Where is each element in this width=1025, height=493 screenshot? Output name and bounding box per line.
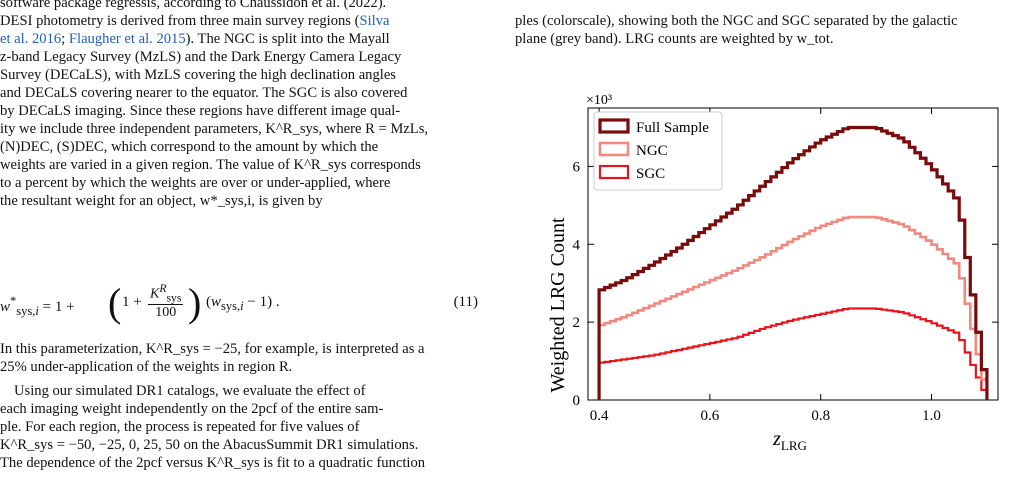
equation-11: w*sys,i = 1 + ( 1 + KRsys 100 ) (wsys,i … (0, 280, 478, 325)
y-axis-multiplier: ×10³ (586, 93, 612, 108)
text-line: DESI photometry is derived from three ma… (0, 13, 390, 29)
legend-swatch (598, 118, 630, 134)
series-full-sample (597, 125, 989, 400)
y-tick-label: 2 (573, 315, 581, 331)
citation-link[interactable]: et al. 2016 (0, 31, 62, 47)
equation-lhs: w*sys,i = 1 + (0, 294, 75, 318)
text-line: to a percent by which the weights are ov… (0, 175, 391, 191)
text-line: (N)DEC, (S)DEC, which correspond to the … (0, 139, 379, 155)
legend-label: NGC (636, 143, 668, 159)
text-line: by DECaLS imaging. Since these regions h… (0, 103, 401, 119)
x-tick-label: 0.8 (811, 408, 830, 424)
equation-number: (11) (453, 294, 478, 310)
text-line: ple. For each region, the process is rep… (0, 419, 360, 435)
y-axis-label: Weighted LRG Count (547, 217, 569, 392)
text-line: et al. 2016; Flaugher et al. 2015). The … (0, 31, 390, 47)
text-line: and DECaLS covering nearer to the equato… (0, 85, 408, 101)
legend-swatch (598, 141, 630, 157)
text-line: K^R_sys = −50, −25, 0, 25, 50 on the Aba… (0, 437, 419, 453)
series-sgc (597, 307, 989, 400)
lrg-redshift-histogram: 0.4 0.6 0.8 1.0 0 2 4 6 Full Sample NGC SGC Weight… (547, 93, 999, 453)
text-line: 25% under-application of the weights in … (0, 359, 293, 375)
text-line: ity we include three independent paramet… (0, 121, 429, 137)
caption-line: plane (grey band). LRG counts are weight… (515, 31, 834, 47)
text-line: Using our simulated DR1 catalogs, we eva… (14, 383, 366, 399)
x-tick-label: 1.0 (922, 408, 941, 424)
equation-fraction: KRsys 100 (148, 282, 184, 321)
text-line: each imaging weight independently on the… (0, 401, 384, 417)
text-line: software package regressis, according to… (0, 0, 387, 11)
legend-label: Full Sample (636, 120, 709, 136)
citation-link[interactable]: Silva (359, 13, 390, 29)
plot-frame (587, 107, 999, 401)
text-line: The dependence of the 2pcf versus K^R_sy… (0, 455, 426, 471)
plot-area: 0.4 0.6 0.8 1.0 0 2 4 6 Full Sample NGC SGC (573, 107, 999, 424)
x-tick-label: 0.6 (701, 408, 720, 424)
y-tick-label: 0 (573, 393, 581, 409)
x-tick-label: 0.4 (590, 408, 609, 424)
caption-line: ples (colorscale), showing both the NGC … (515, 13, 958, 29)
text-line: the resultant weight for an object, w*_s… (0, 193, 323, 209)
text-line: In this parameterization, K^R_sys = −25,… (0, 341, 425, 357)
x-axis-label: zLRG (772, 428, 807, 453)
y-tick-label: 4 (573, 237, 581, 253)
legend-swatch (598, 164, 630, 180)
citation-link[interactable]: Flaugher et al. 2015 (68, 31, 186, 47)
text-line: Survey (DECaLS), with MzLS covering the … (0, 67, 396, 83)
text-line: weights are varied in a given region. Th… (0, 157, 421, 173)
y-tick-label: 6 (573, 159, 581, 175)
series-ngc (597, 215, 989, 400)
legend-label: SGC (636, 166, 665, 182)
text-line: z-band Legacy Survey (MzLS) and the Dark… (0, 49, 402, 65)
